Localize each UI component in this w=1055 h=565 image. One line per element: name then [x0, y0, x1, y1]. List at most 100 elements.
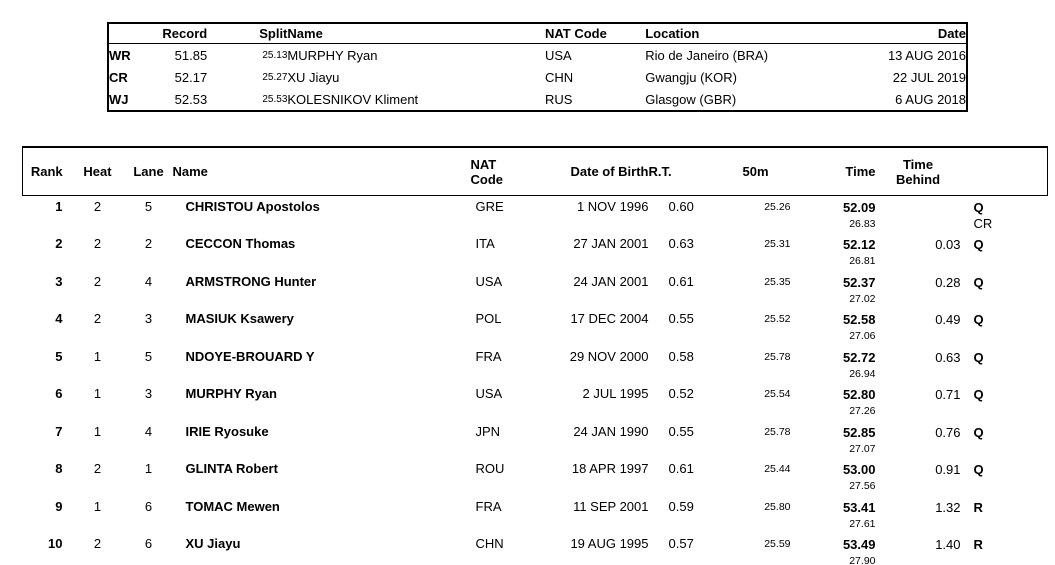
split-50m-value: 25.44	[764, 463, 791, 475]
record-split-cell: 25.13	[262, 49, 288, 61]
results-header-name: Name	[172, 146, 471, 196]
split-50m-cell: 25.54	[721, 383, 791, 421]
qualification-letter: R	[973, 537, 983, 552]
results-header-time: Time	[790, 146, 876, 196]
records-header-type	[108, 23, 143, 44]
qualification-letter: Q	[973, 424, 984, 440]
qualification-letter: Q	[973, 462, 984, 477]
result-row: 2 2 2 CECCON Thomas ITA 27 JAN 2001 0.63…	[23, 233, 1048, 271]
lane-cell: 5	[144, 199, 153, 214]
swimmer-name-cell: CECCON Thomas	[185, 236, 296, 251]
final-time-value: 53.00	[842, 462, 876, 477]
nat-code-cell: CHN	[475, 536, 504, 551]
record-date-cell: 13 AUG 2016	[887, 47, 966, 63]
reaction-time-cell: 0.52	[668, 386, 694, 401]
lane-cell: 3	[144, 386, 153, 401]
lane-cell: 6	[144, 536, 153, 551]
rank-cell: 3	[55, 273, 63, 289]
rank-cell: 5	[55, 348, 63, 364]
qualification-cell: Q	[961, 346, 1048, 384]
swimmer-name-cell: IRIE Ryosuke	[185, 423, 269, 439]
heat-cell: 1	[93, 423, 102, 439]
second-50m-split-value: 27.07	[849, 442, 876, 455]
record-split-cell: 25.27	[262, 71, 288, 83]
record-time-cell: 51.85	[174, 47, 208, 63]
qualification-letter: R	[973, 499, 983, 515]
time-behind-cell: 0.03	[876, 233, 961, 271]
second-50m-split-value: 26.94	[849, 367, 876, 380]
qualification-letter: Q	[973, 387, 984, 402]
qualification-cell: Q	[961, 271, 1048, 309]
results-header-row: Rank Heat Lane Name NAT Code Date of Bir…	[22, 146, 1048, 196]
swimmer-name-cell: NDOYE-BROUARD Y	[185, 348, 315, 364]
time-behind-value: 0.76	[935, 424, 961, 440]
split-50m-value: 25.54	[764, 388, 791, 400]
result-row: 7 1 4 IRIE Ryosuke JPN 24 JAN 1990 0.55 …	[23, 421, 1048, 459]
results-header-nat-code: NAT Code	[470, 146, 541, 196]
split-50m-cell: 25.78	[721, 346, 791, 384]
nat-code-cell: JPN	[475, 423, 501, 439]
final-time-cell: 53.41 27.61	[791, 496, 876, 534]
split-50m-value: 25.78	[764, 350, 791, 363]
result-row: 1 2 5 CHRISTOU Apostolos GRE 1 NOV 1996 …	[23, 196, 1048, 234]
result-row: 9 1 6 TOMAC Mewen FRA 11 SEP 2001 0.59 2…	[23, 496, 1048, 534]
time-behind-value: 1.32	[935, 499, 961, 515]
rank-cell: 4	[55, 311, 63, 326]
final-time-value: 52.09	[842, 200, 876, 215]
nat-code-cell: POL	[475, 311, 502, 326]
time-behind-value: 0.03	[935, 237, 961, 252]
time-behind-value: 0.28	[935, 274, 961, 290]
final-time-value: 52.80	[842, 387, 876, 402]
record-name-cell: XU Jiayu	[287, 69, 340, 85]
nat-code-cell: USA	[475, 386, 503, 401]
reaction-time-cell: 0.60	[668, 199, 694, 214]
records-table: Record Split Name NAT Code Location Date…	[107, 22, 968, 112]
swimmer-name-cell: TOMAC Mewen	[185, 498, 280, 514]
second-50m-split-value: 26.81	[849, 255, 876, 267]
second-50m-split-value: 27.61	[849, 517, 876, 530]
date-of-birth-cell: 29 NOV 2000	[569, 348, 649, 364]
final-time-value: 52.12	[842, 237, 876, 252]
qualification-cell: Q	[961, 458, 1048, 496]
results-table: Rank Heat Lane Name NAT Code Date of Bir…	[22, 146, 1048, 565]
split-50m-cell: 25.78	[721, 421, 790, 459]
records-header-name: Name	[287, 23, 545, 44]
record-nat-cell: RUS	[544, 91, 573, 107]
split-50m-cell: 25.80	[721, 496, 790, 534]
time-behind-cell: 0.71	[876, 383, 960, 421]
split-50m-value: 25.31	[764, 238, 791, 250]
lane-cell: 2	[144, 236, 153, 251]
nat-code-cell: FRA	[475, 348, 502, 364]
date-of-birth-cell: 24 JAN 1990	[573, 423, 649, 439]
second-50m-split-value: 27.26	[849, 405, 876, 417]
record-name-cell: MURPHY Ryan	[287, 47, 378, 63]
time-behind-value: 0.91	[935, 462, 961, 477]
second-50m-split-value: 27.56	[849, 480, 876, 492]
heat-cell: 2	[93, 461, 102, 476]
lane-cell: 6	[144, 498, 153, 514]
time-behind-value: 0.49	[935, 312, 961, 327]
second-50m-split-value: 27.06	[849, 330, 876, 342]
heat-cell: 1	[93, 386, 102, 401]
date-of-birth-cell: 1 NOV 1996	[576, 199, 649, 214]
time-behind-cell: 1.40	[876, 533, 960, 565]
qualification-letter: Q	[973, 349, 984, 365]
record-type-cell: CR	[109, 69, 128, 85]
date-of-birth-cell: 18 APR 1997	[571, 461, 649, 476]
nat-code-cell: FRA	[475, 498, 502, 514]
results-header-heat: Heat	[70, 146, 125, 196]
date-of-birth-cell: 11 SEP 2001	[573, 498, 649, 514]
results-header-time-behind: Time Behind	[875, 146, 961, 196]
qualification-letter: Q	[973, 312, 984, 327]
heat-cell: 2	[93, 236, 102, 251]
record-location-cell: Gwangju (KOR)	[645, 69, 737, 85]
final-time-value: 52.72	[842, 349, 876, 365]
final-time-cell: 52.85 27.07	[791, 421, 876, 459]
results-header-rank: Rank	[22, 146, 71, 196]
record-row: WR 51.85 25.13 MURPHY Ryan USA Rio de Ja…	[108, 44, 967, 67]
heat-cell: 1	[93, 498, 102, 514]
time-behind-value: 0.63	[935, 349, 961, 365]
reaction-time-cell: 0.61	[668, 273, 694, 289]
split-50m-value: 25.26	[764, 201, 791, 213]
split-50m-cell: 25.35	[721, 271, 790, 309]
